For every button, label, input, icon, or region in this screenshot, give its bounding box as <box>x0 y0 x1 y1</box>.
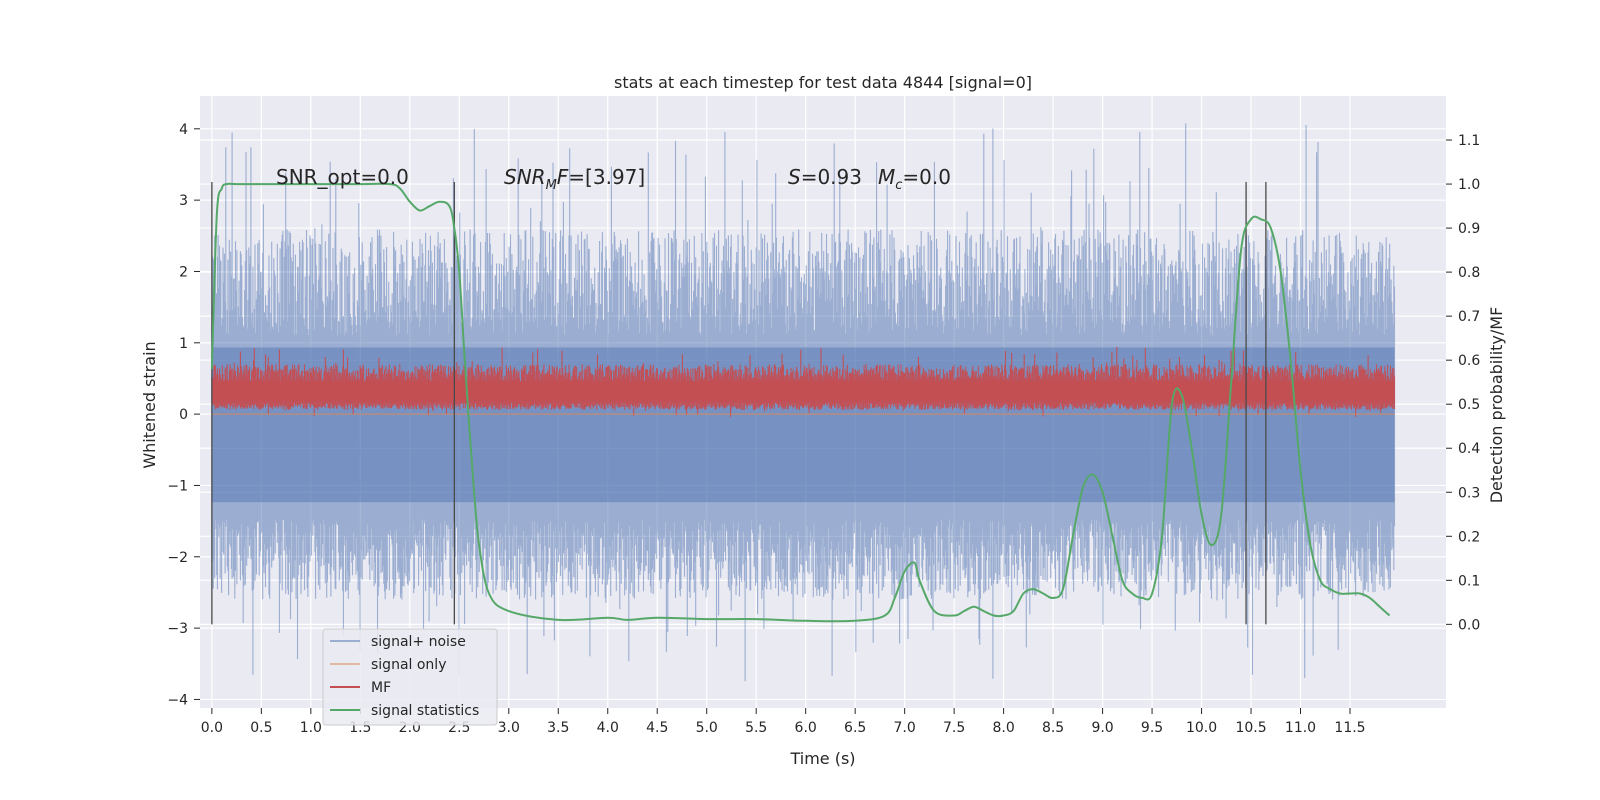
y2-tick-label-10: 0.1 <box>1458 573 1480 589</box>
annotation-mc-italic: M <box>878 165 895 189</box>
mf-trace-core <box>211 381 1395 401</box>
x-tick-label-7: 3.5 <box>547 720 569 736</box>
x-tick-label-6: 3.0 <box>498 720 520 736</box>
x-tick-label-11: 5.5 <box>745 720 767 736</box>
x-tick-label-1: 0.5 <box>250 720 272 736</box>
y-tick-label-8: −4 <box>167 692 188 708</box>
legend-box <box>322 628 498 726</box>
legend-label-mf: MF <box>371 680 391 696</box>
x-tick-label-23: 11.5 <box>1334 720 1365 736</box>
y2-axis-label: Detection probability/MF <box>1487 307 1506 504</box>
x-tick-label-15: 7.5 <box>943 720 965 736</box>
vertical-markers <box>211 182 1267 625</box>
y2-tick-label-8: 0.3 <box>1458 485 1480 501</box>
x-tick-label-22: 11.0 <box>1285 720 1316 736</box>
y2-tick-label-3: 0.8 <box>1458 265 1480 281</box>
x-tick-label-14: 7.0 <box>894 720 916 736</box>
x-tick-label-16: 8.0 <box>992 720 1014 736</box>
x-tick-label-21: 10.5 <box>1235 720 1266 736</box>
y-tick-label-4: 0 <box>179 407 188 423</box>
annotation-snr-mf-italic: SNR <box>504 165 546 189</box>
x-tick-label-17: 8.5 <box>1042 720 1064 736</box>
annotation-snr-mf-sub: M <box>546 178 557 193</box>
y2-axis-ticks: 1.1 1.0 0.9 0.8 0.7 0.6 0.5 0.4 0.3 0.2 0.1 0.0 <box>1446 133 1480 633</box>
y-tick-label-6: −2 <box>167 550 188 566</box>
chart-title: stats at each timestep for test data 484… <box>614 73 1032 92</box>
x-axis-label: Time (s) <box>789 749 855 768</box>
signal-statistics-line <box>210 182 1391 623</box>
annotation-s-mc: S=0.93 Mc=0.0 <box>788 165 951 193</box>
mf-series <box>211 347 1396 417</box>
y-tick-label-7: −3 <box>167 621 188 637</box>
annotation-s-italic: S <box>788 165 801 189</box>
y-tick-label-2: 2 <box>179 264 188 280</box>
legend: signal+ noise signal only MF signal stat… <box>322 628 498 726</box>
legend-label-signal-only: signal only <box>371 657 446 673</box>
annotation-s-value: =0.93 <box>801 165 862 189</box>
y-axis-label: Whitened strain <box>140 341 159 468</box>
legend-label-signal-statistics: signal statistics <box>371 703 479 719</box>
x-tick-label-13: 6.5 <box>844 720 866 736</box>
signal-statistics-series <box>210 182 1391 623</box>
x-tick-label-8: 4.0 <box>597 720 619 736</box>
annotation-snr-mf-italic2: F <box>557 165 569 189</box>
x-tick-label-12: 6.0 <box>795 720 817 736</box>
x-tick-label-9: 4.5 <box>646 720 668 736</box>
x-tick-label-19: 9.5 <box>1141 720 1163 736</box>
annotation-snr-opt: SNR_opt=0.0 <box>276 165 409 189</box>
y-axis-ticks: 4 3 2 1 0 −1 −2 −3 −4 <box>167 122 200 708</box>
annotation-mc-sub: c <box>895 178 902 193</box>
x-tick-label-20: 10.0 <box>1186 720 1217 736</box>
legend-label-signal-noise: signal+ noise <box>371 634 466 650</box>
x-tick-label-2: 1.0 <box>300 720 322 736</box>
y-tick-label-0: 4 <box>179 122 188 138</box>
y2-tick-label-9: 0.2 <box>1458 529 1480 545</box>
y2-tick-label-6: 0.5 <box>1458 397 1480 413</box>
y2-tick-label-1: 1.0 <box>1458 177 1480 193</box>
y2-tick-label-4: 0.7 <box>1458 309 1480 325</box>
x-tick-label-10: 5.0 <box>696 720 718 736</box>
y2-tick-label-11: 0.0 <box>1458 617 1480 633</box>
annotation-snr-mf: SNRMF=[3.97] <box>504 165 645 193</box>
y2-tick-label-7: 0.4 <box>1458 441 1480 457</box>
y2-tick-label-5: 0.6 <box>1458 353 1480 369</box>
y2-tick-label-0: 1.1 <box>1458 133 1480 149</box>
annotation-snr-mf-value: =[3.97] <box>568 165 645 189</box>
x-tick-label-0: 0.0 <box>201 720 223 736</box>
y-tick-label-1: 3 <box>179 193 188 209</box>
annotation-mc-value: =0.0 <box>902 165 951 189</box>
x-tick-label-18: 9.0 <box>1091 720 1113 736</box>
y-tick-label-5: −1 <box>167 478 188 494</box>
y-tick-label-3: 1 <box>179 336 188 352</box>
y2-tick-label-2: 0.9 <box>1458 221 1480 237</box>
